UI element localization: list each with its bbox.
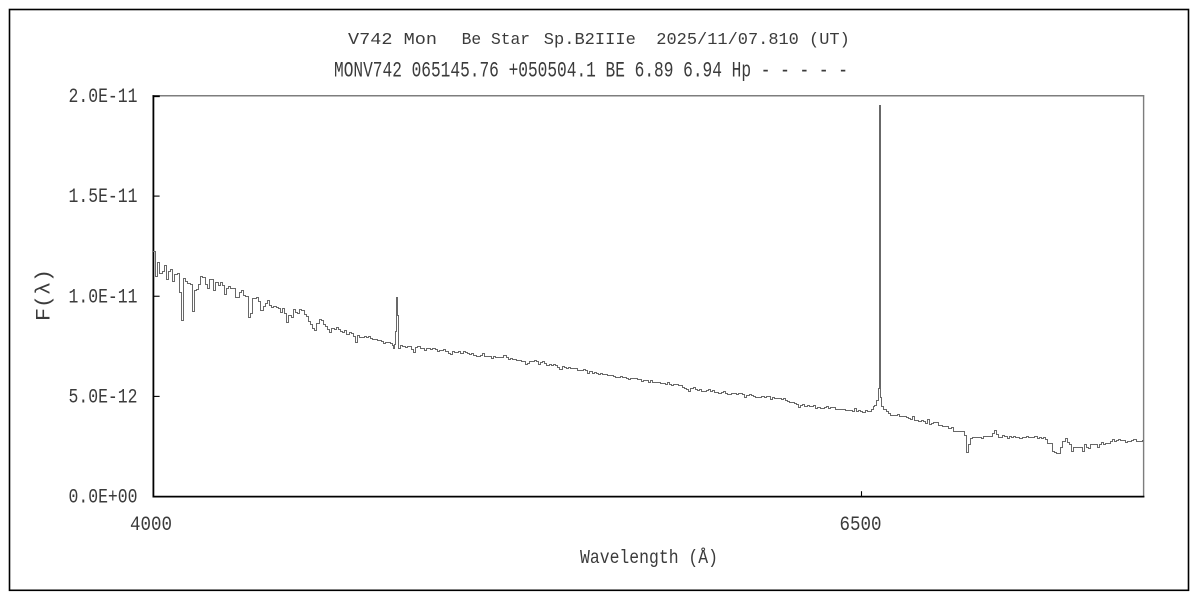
svg-text:MONV742 065145.76 +050504.1 BE: MONV742 065145.76 +050504.1 BE 6.89 6.94… <box>334 58 848 83</box>
svg-text:Be Star: Be Star <box>462 30 530 49</box>
svg-text:Sp.B2IIIe: Sp.B2IIIe <box>544 30 636 49</box>
svg-text:5.0E-12: 5.0E-12 <box>69 386 138 409</box>
svg-text:1.0E-11: 1.0E-11 <box>69 286 138 309</box>
svg-text:V742 Mon: V742 Mon <box>348 30 437 49</box>
svg-text:F(λ): F(λ) <box>34 269 57 321</box>
svg-text:1.5E-11: 1.5E-11 <box>69 186 138 209</box>
svg-text:6500: 6500 <box>840 514 882 537</box>
svg-text:2.0E-11: 2.0E-11 <box>69 86 138 109</box>
svg-text:4000: 4000 <box>130 514 172 537</box>
svg-text:Wavelength (Å): Wavelength (Å) <box>580 547 718 569</box>
svg-text:0.0E+00: 0.0E+00 <box>69 487 138 510</box>
svg-text:2025/11/07.810 (UT): 2025/11/07.810 (UT) <box>656 30 850 49</box>
